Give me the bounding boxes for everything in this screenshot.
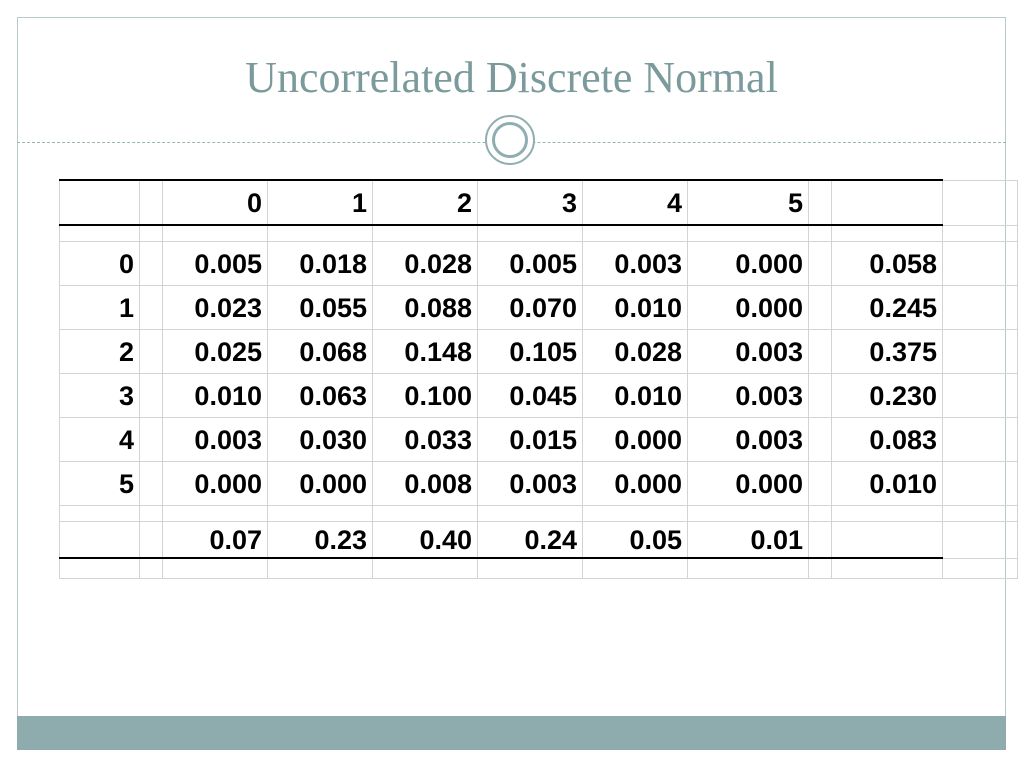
table-row: 2 0.025 0.068 0.148 0.105 0.028 0.003 0.… xyxy=(59,329,1018,374)
table-cell: 0.030 xyxy=(267,417,373,462)
row-total: 0.230 xyxy=(831,373,943,418)
table-cell: 0.033 xyxy=(372,417,478,462)
table-cell: 0.068 xyxy=(267,329,373,374)
table-cell: 0.000 xyxy=(162,461,268,506)
table-cell: 0.023 xyxy=(162,285,268,330)
table-cell: 0.045 xyxy=(477,373,583,418)
circle-ornament-icon xyxy=(485,115,535,165)
row-label: 4 xyxy=(59,417,140,462)
row-label: 5 xyxy=(59,461,140,506)
table-row: 1 0.023 0.055 0.088 0.070 0.010 0.000 0.… xyxy=(59,285,1018,330)
row-total: 0.010 xyxy=(831,461,943,506)
footer-bar xyxy=(17,716,1006,750)
table-cell: 0.010 xyxy=(582,373,688,418)
table-cell: 0.028 xyxy=(372,241,478,286)
row-label: 1 xyxy=(59,285,140,330)
column-header: 3 xyxy=(477,179,583,226)
column-header: 4 xyxy=(582,179,688,226)
table-cell: 0.005 xyxy=(162,241,268,286)
table-cell: 0.008 xyxy=(372,461,478,506)
column-header: 2 xyxy=(372,179,478,226)
column-header: 5 xyxy=(687,179,809,226)
row-total: 0.058 xyxy=(831,241,943,286)
spacer-row xyxy=(59,505,1018,522)
table-row: 4 0.003 0.030 0.033 0.015 0.000 0.003 0.… xyxy=(59,417,1018,462)
table-cell: 0.000 xyxy=(687,241,809,286)
table-cell: 0.105 xyxy=(477,329,583,374)
column-total: 0.05 xyxy=(582,521,688,559)
table-cell: 0.000 xyxy=(687,285,809,330)
table-cell: 0.010 xyxy=(582,285,688,330)
table-cell: 0.003 xyxy=(477,461,583,506)
table-cell: 0.015 xyxy=(477,417,583,462)
row-label: 2 xyxy=(59,329,140,374)
slide-title: Uncorrelated Discrete Normal xyxy=(245,53,778,102)
column-totals-row: 0.07 0.23 0.40 0.24 0.05 0.01 xyxy=(59,521,1018,559)
table-cell: 0.055 xyxy=(267,285,373,330)
table-cell: 0.003 xyxy=(687,417,809,462)
row-total: 0.375 xyxy=(831,329,943,374)
table-cell: 0.070 xyxy=(477,285,583,330)
table-cell: 0.003 xyxy=(582,241,688,286)
table-cell: 0.018 xyxy=(267,241,373,286)
row-label: 3 xyxy=(59,373,140,418)
table-row: 3 0.010 0.063 0.100 0.045 0.010 0.003 0.… xyxy=(59,373,1018,418)
table-cell: 0.010 xyxy=(162,373,268,418)
table-cell: 0.028 xyxy=(582,329,688,374)
column-header: 1 xyxy=(267,179,373,226)
table-row: 5 0.000 0.000 0.008 0.003 0.000 0.000 0.… xyxy=(59,461,1018,506)
table-cell: 0.000 xyxy=(267,461,373,506)
table-cell: 0.000 xyxy=(582,461,688,506)
column-total: 0.07 xyxy=(162,521,268,559)
table-cell: 0.100 xyxy=(372,373,478,418)
column-total: 0.40 xyxy=(372,521,478,559)
row-total: 0.083 xyxy=(831,417,943,462)
table-cell: 0.063 xyxy=(267,373,373,418)
column-total: 0.01 xyxy=(687,521,809,559)
probability-table: 0 1 2 3 4 5 0 0.005 0.018 0.028 0.005 0.… xyxy=(59,179,1018,579)
table-cell: 0.003 xyxy=(687,329,809,374)
spacer-row xyxy=(59,224,1018,242)
spacer-row xyxy=(59,557,1018,579)
table-cell: 0.148 xyxy=(372,329,478,374)
row-label: 0 xyxy=(59,241,140,286)
table-cell: 0.000 xyxy=(687,461,809,506)
table-cell: 0.088 xyxy=(372,285,478,330)
column-total: 0.24 xyxy=(477,521,583,559)
column-total: 0.23 xyxy=(267,521,373,559)
table-cell: 0.003 xyxy=(687,373,809,418)
column-header-row: 0 1 2 3 4 5 xyxy=(59,179,1018,226)
column-header: 0 xyxy=(162,179,268,226)
table-cell: 0.000 xyxy=(582,417,688,462)
table-cell: 0.003 xyxy=(162,417,268,462)
row-total: 0.245 xyxy=(831,285,943,330)
table-cell: 0.025 xyxy=(162,329,268,374)
table-row: 0 0.005 0.018 0.028 0.005 0.003 0.000 0.… xyxy=(59,241,1018,286)
table-cell: 0.005 xyxy=(477,241,583,286)
